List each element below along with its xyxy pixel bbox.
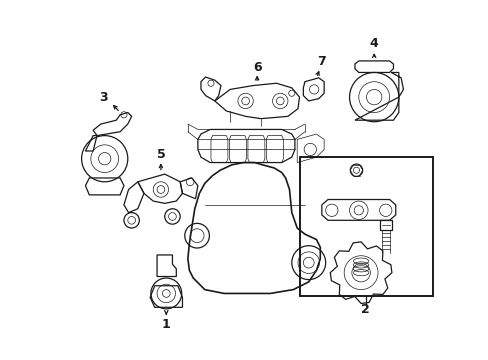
Text: 2: 2 [361, 303, 369, 316]
Text: 5: 5 [156, 148, 165, 161]
Text: 1: 1 [162, 318, 170, 331]
Text: 4: 4 [369, 37, 378, 50]
Text: 6: 6 [252, 60, 261, 73]
Text: 3: 3 [99, 91, 107, 104]
Bar [299, 157, 432, 296]
Text: 7: 7 [317, 55, 325, 68]
